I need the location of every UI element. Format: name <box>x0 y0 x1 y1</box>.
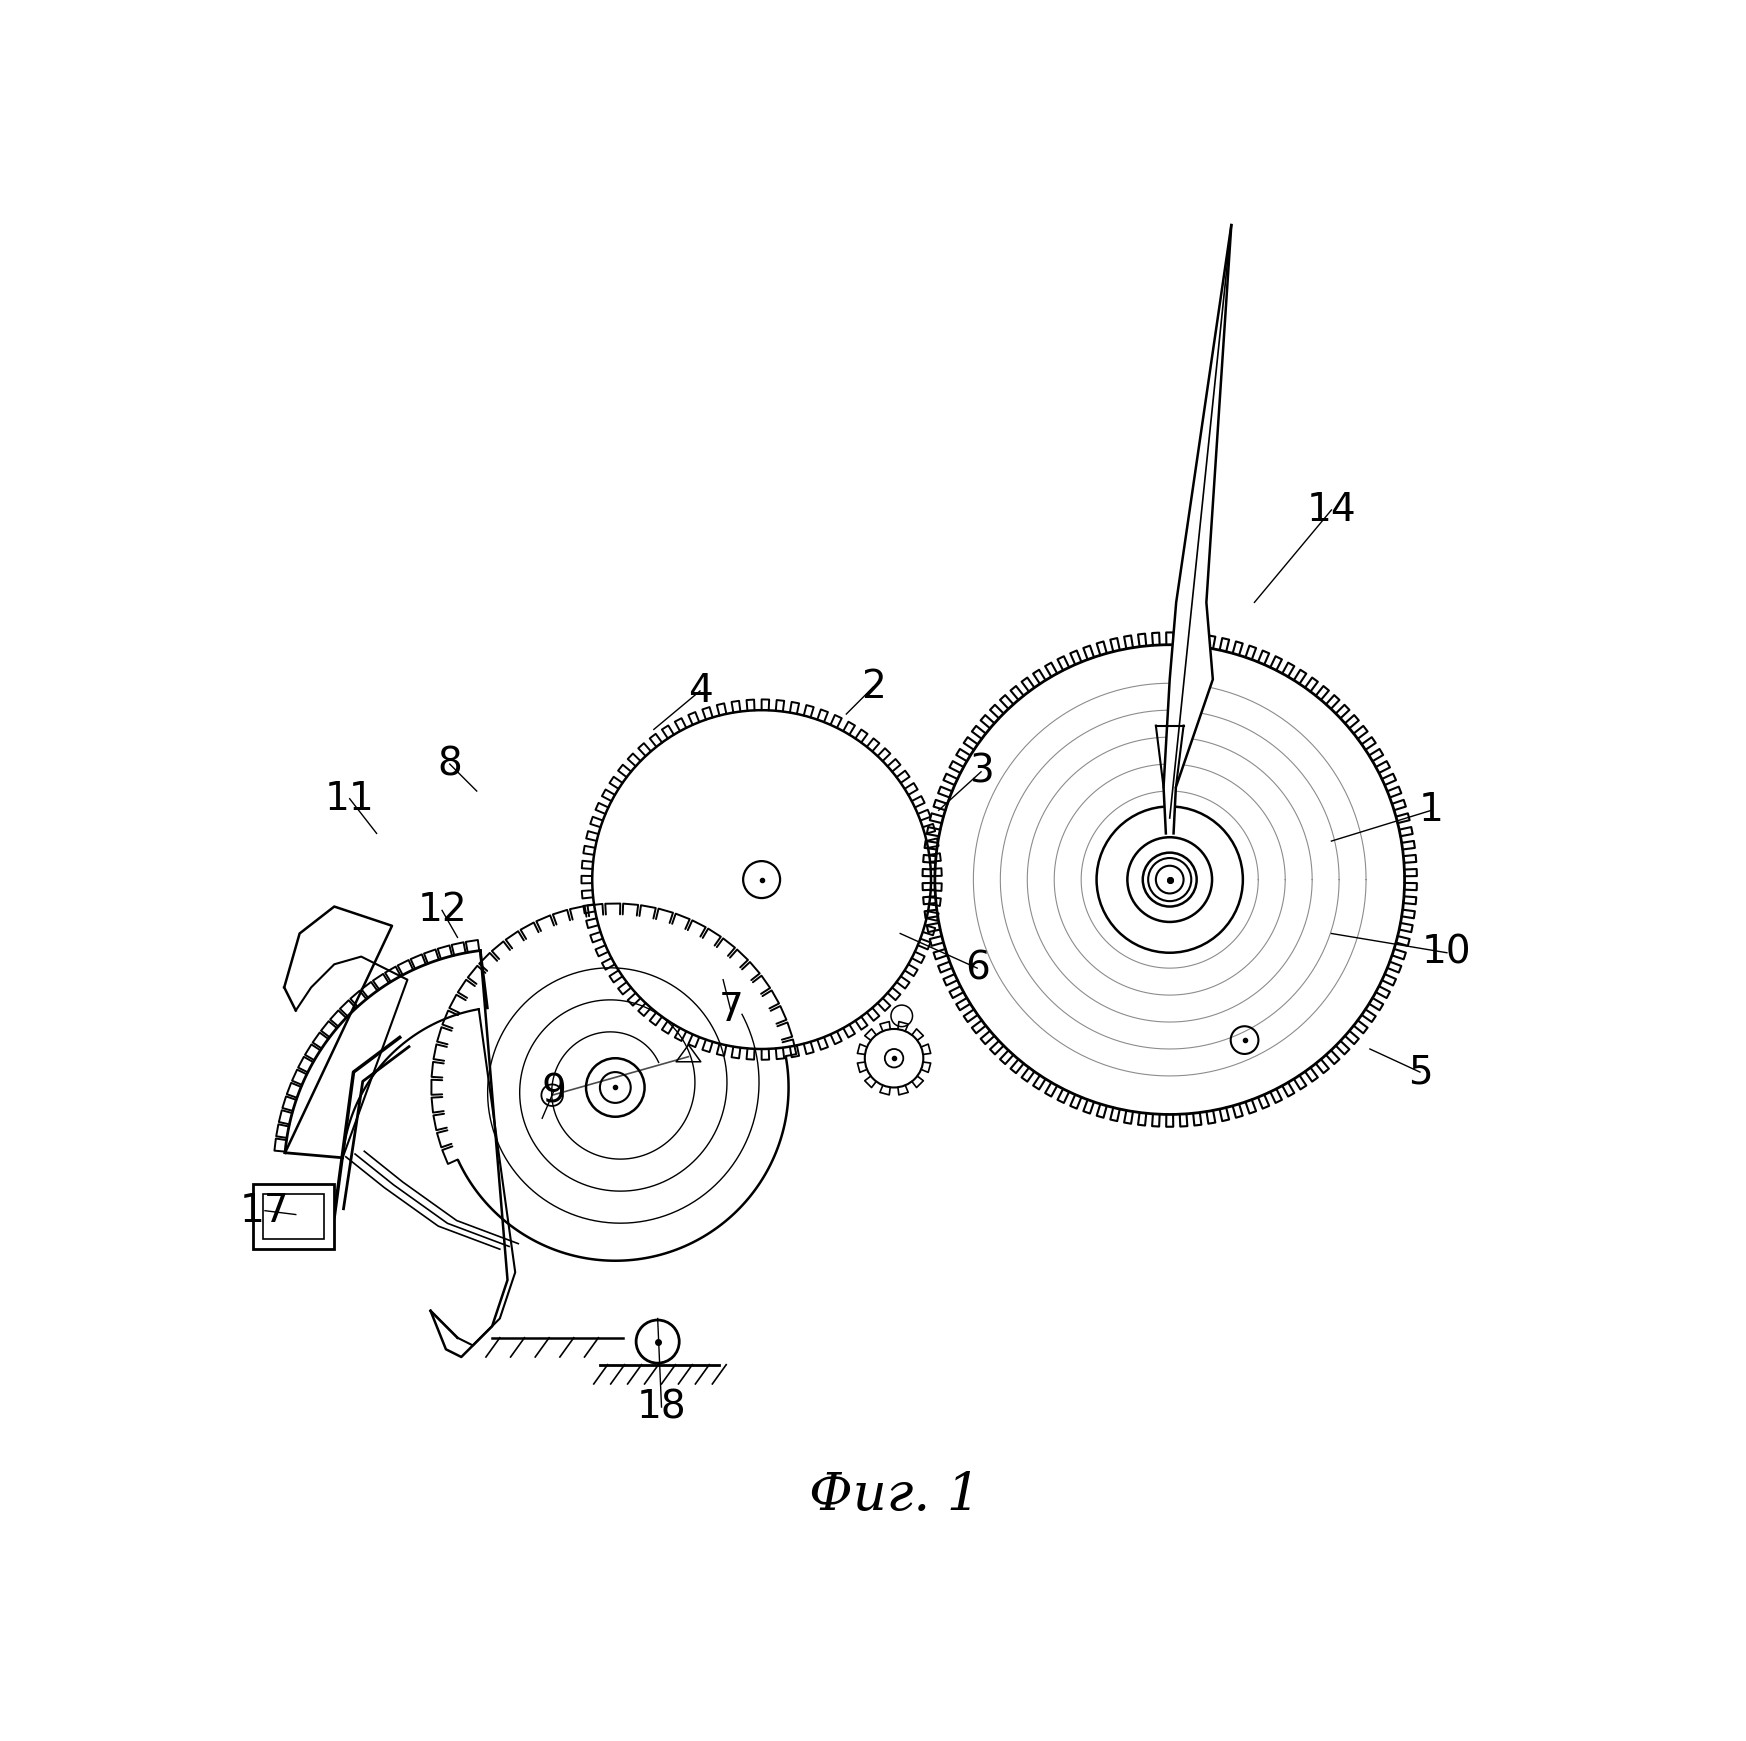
Text: 1: 1 <box>1419 792 1444 829</box>
Text: 7: 7 <box>718 991 744 1029</box>
Text: 11: 11 <box>325 780 375 818</box>
Bar <box>264 1194 325 1240</box>
Text: 9: 9 <box>541 1072 566 1111</box>
Text: 4: 4 <box>688 672 712 710</box>
Text: 10: 10 <box>1421 933 1472 971</box>
Polygon shape <box>1163 225 1231 834</box>
Text: 18: 18 <box>637 1388 686 1426</box>
Text: 2: 2 <box>861 669 885 707</box>
Text: 14: 14 <box>1306 491 1357 529</box>
Text: 17: 17 <box>241 1191 290 1229</box>
Text: 5: 5 <box>1407 1053 1432 1092</box>
Text: 3: 3 <box>969 752 993 790</box>
Text: 12: 12 <box>417 891 466 930</box>
Bar <box>253 1184 333 1250</box>
Text: Фиг. 1: Фиг. 1 <box>808 1469 981 1522</box>
Text: 6: 6 <box>966 949 990 987</box>
Text: 8: 8 <box>438 745 463 783</box>
